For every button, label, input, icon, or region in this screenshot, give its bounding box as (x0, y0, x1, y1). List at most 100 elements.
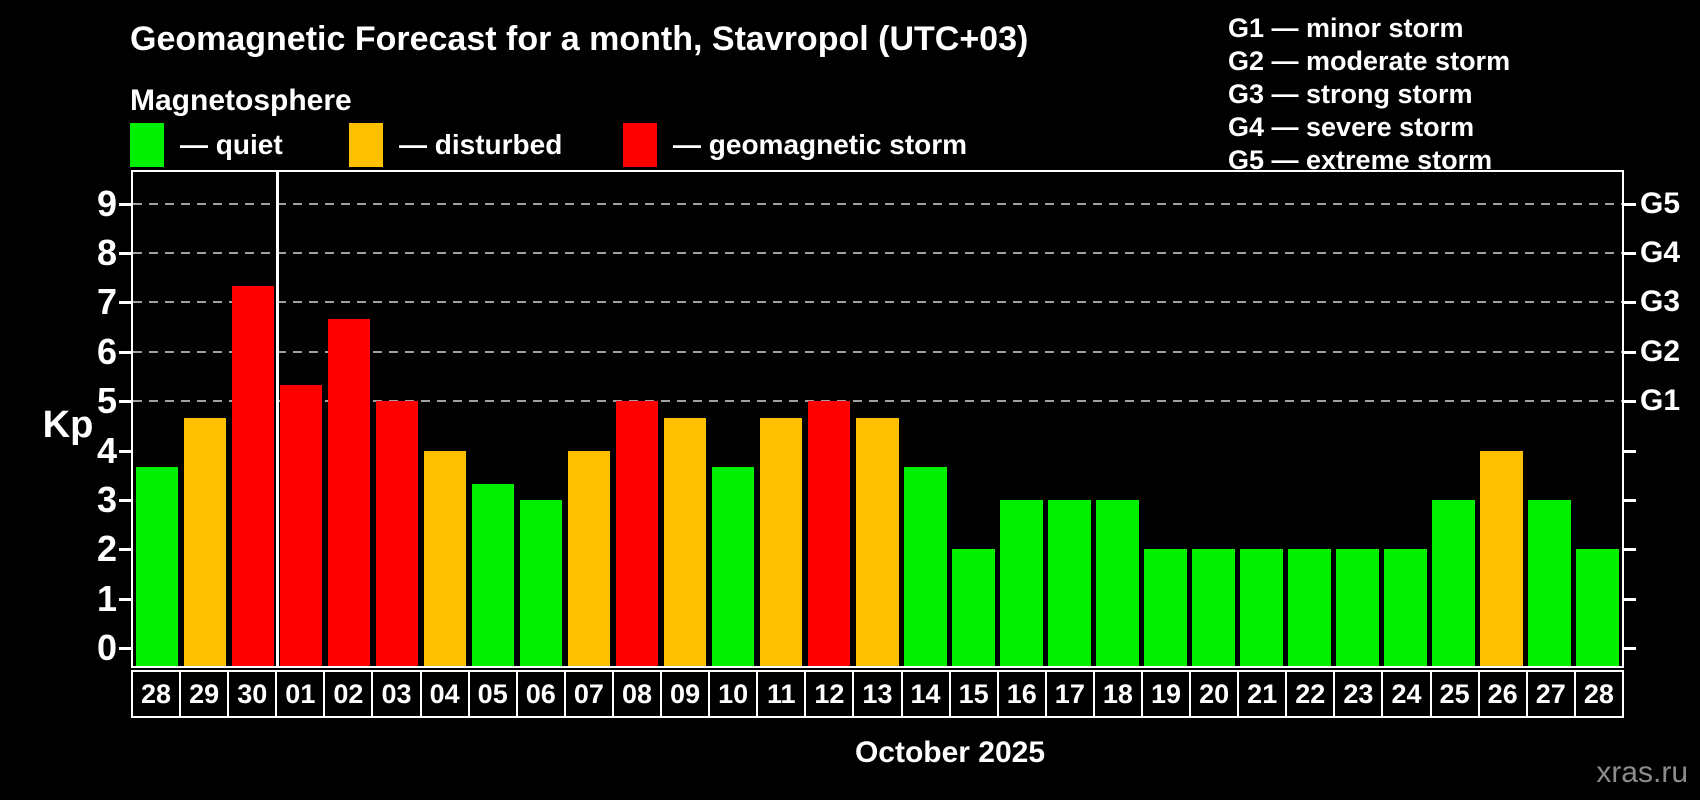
y-tick-label-9: 9 (96, 182, 117, 224)
bar-day-14 (904, 466, 947, 666)
bar-day-10 (711, 466, 755, 666)
y-tick-label-2: 2 (96, 528, 117, 570)
bar-day-17 (1048, 500, 1091, 666)
day-label-30-28: 28 (1583, 678, 1614, 709)
bar-day-15 (952, 549, 995, 666)
disturbed-color-swatch-icon (349, 123, 383, 167)
day-label-2-30: 30 (229, 672, 278, 716)
bar-day-29 (183, 417, 227, 666)
gridline-kp9 (133, 202, 1622, 205)
day-label-14-12: 12 (806, 672, 855, 716)
day-label-5-03: 03 (373, 672, 422, 716)
day-label-10-08: 08 (614, 672, 663, 716)
bar-day-21 (1240, 549, 1283, 666)
day-label-27-25: 25 (1432, 672, 1480, 716)
g-tick-label-g3: G3 (1640, 285, 1681, 319)
day-label-8-06: 06 (518, 672, 566, 716)
right-tick-kp5 (1624, 400, 1636, 404)
day-label-7-05: 05 (470, 672, 518, 716)
day-label-12-10: 10 (710, 672, 759, 716)
right-tick-kp6 (1624, 350, 1636, 354)
y-tick-label-1: 1 (96, 577, 117, 619)
g-tick-label-g2: G2 (1640, 334, 1681, 368)
bar-day-05 (471, 483, 515, 666)
storm-color-swatch-icon (623, 123, 657, 167)
day-label-6-04: 04 (422, 672, 470, 716)
day-label-22-20: 20 (1191, 672, 1240, 716)
g-legend-line-g2: G2 — moderate storm (1228, 46, 1511, 76)
page-title: Geomagnetic Forecast for a month, Stavro… (130, 20, 1029, 58)
bar-day-28 (1576, 549, 1619, 666)
gridline-kp5 (133, 400, 1622, 403)
y-tick-label-5: 5 (96, 380, 117, 422)
right-tick-kp2 (1624, 548, 1636, 552)
day-label-29-27: 27 (1528, 672, 1576, 716)
bar-day-11 (759, 417, 803, 666)
day-label-15-13: 13 (854, 672, 903, 716)
y-axis-title-kp: Kp (42, 404, 94, 446)
day-label-16-14: 14 (903, 672, 951, 716)
g-legend-line-g1: G1 — minor storm (1228, 13, 1464, 43)
left-tick-kp2 (119, 548, 131, 552)
legend-item-disturbed: — disturbed (349, 122, 562, 168)
y-tick-label-0: 0 (96, 627, 117, 669)
g-tick-label-g4: G4 (1640, 236, 1681, 270)
day-label-1-29: 29 (181, 672, 230, 716)
bar-day-12 (807, 401, 851, 666)
day-label-9-07: 07 (566, 672, 614, 716)
bar-day-26 (1480, 450, 1523, 666)
legend-label-storm: — geomagnetic storm (673, 129, 968, 160)
bar-day-19 (1144, 549, 1187, 666)
bar-day-07 (567, 450, 611, 666)
bar-day-18 (1096, 500, 1139, 666)
left-tick-kp5 (119, 400, 131, 404)
g-tick-label-g1: G1 (1640, 384, 1681, 418)
bar-day-30 (231, 286, 275, 666)
bar-day-01 (279, 384, 323, 666)
gridline-kp6 (133, 350, 1622, 353)
bar-day-22 (1288, 549, 1331, 666)
left-tick-kp9 (119, 202, 131, 206)
bar-day-28 (135, 466, 179, 666)
day-label-25-23: 23 (1335, 672, 1384, 716)
day-label-19-17: 17 (1047, 672, 1095, 716)
right-tick-kp8 (1624, 252, 1636, 256)
left-tick-kp0 (119, 647, 131, 651)
bar-day-16 (1000, 500, 1043, 666)
month-separator-line (275, 172, 279, 666)
y-tick-label-3: 3 (96, 479, 117, 521)
g-tick-label-g5: G5 (1640, 186, 1681, 220)
right-tick-kp3 (1624, 499, 1636, 503)
day-label-4-02: 02 (325, 672, 374, 716)
left-tick-kp8 (119, 252, 131, 256)
day-label-24-22: 22 (1287, 672, 1336, 716)
y-tick-label-8: 8 (96, 232, 117, 274)
y-tick-label-7: 7 (96, 281, 117, 323)
x-axis-title: October 2025 (0, 736, 1700, 770)
bar-day-24 (1384, 549, 1427, 666)
right-tick-kp7 (1624, 301, 1636, 305)
legend-item-storm: — geomagnetic storm (623, 122, 967, 168)
right-tick-kp9 (1624, 202, 1636, 206)
watermark-xras: xras.ru (1596, 756, 1688, 789)
bar-day-13 (855, 417, 899, 666)
right-tick-kp0 (1624, 647, 1636, 651)
left-tick-kp7 (119, 301, 131, 305)
day-label-26-24: 24 (1383, 672, 1432, 716)
g-scale-legend: G1 — minor storm G2 — moderate storm G3 … (1228, 12, 1510, 177)
day-label-18-16: 16 (999, 672, 1047, 716)
g-legend-line-g4: G4 — severe storm (1228, 112, 1475, 142)
legend-label-disturbed: — disturbed (399, 129, 563, 160)
bar-day-08 (615, 401, 659, 666)
left-tick-kp6 (119, 350, 131, 354)
right-tick-kp4 (1624, 449, 1636, 453)
bar-day-27 (1528, 500, 1571, 666)
day-label-17-15: 15 (951, 672, 999, 716)
subtitle-magnetosphere: Magnetosphere (130, 84, 352, 117)
day-label-11-09: 09 (662, 672, 711, 716)
day-label-21-19: 19 (1143, 672, 1192, 716)
quiet-color-swatch-icon (130, 123, 164, 167)
legend-item-quiet: — quiet (130, 122, 283, 168)
gridline-kp7 (133, 301, 1622, 304)
bar-day-02 (327, 318, 371, 666)
